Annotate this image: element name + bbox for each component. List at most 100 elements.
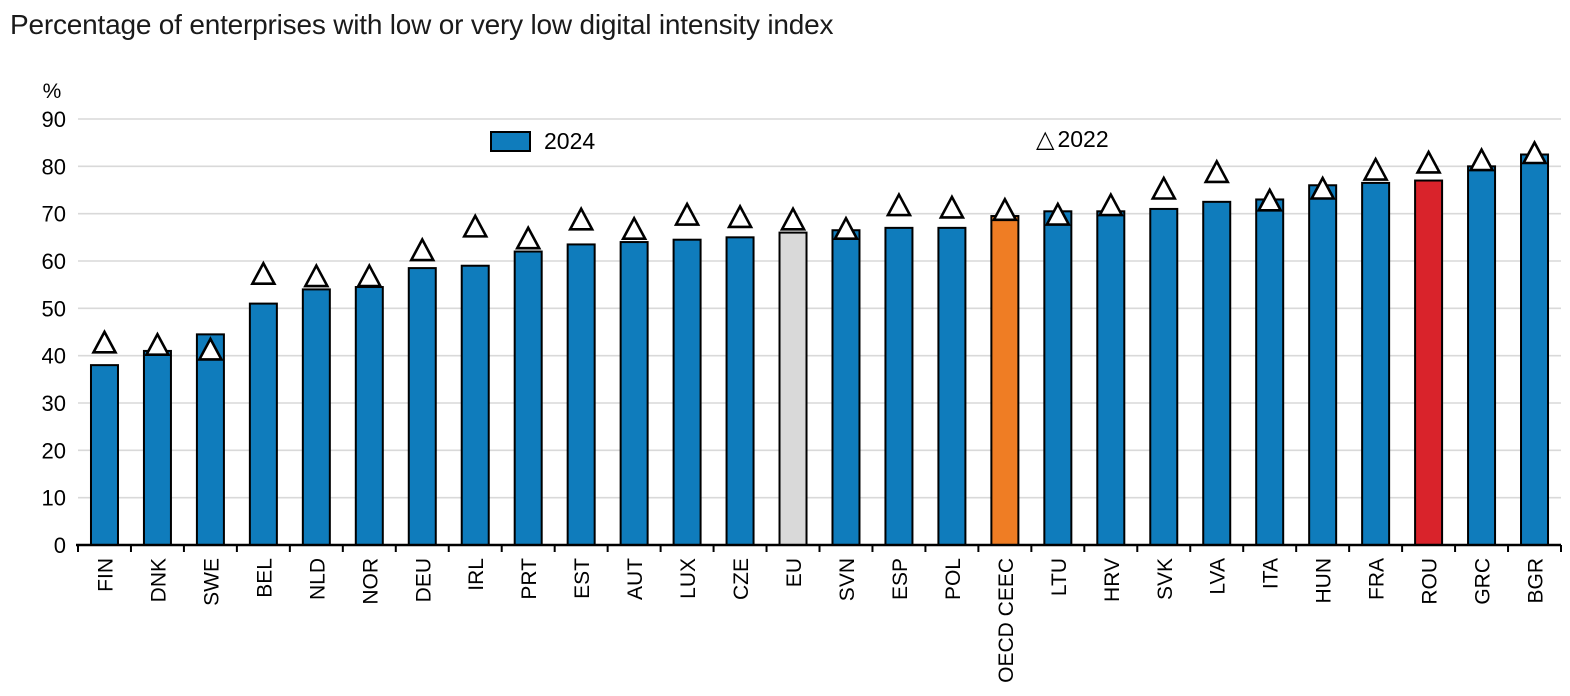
y-tick-label-70: 70	[42, 202, 66, 227]
marker-2022-CZE	[726, 203, 754, 229]
x-label-CZE: CZE	[730, 558, 753, 600]
bar-2024-BGR	[1520, 153, 1550, 546]
bar-2024-OECD CEEC	[990, 215, 1020, 547]
marker-2022-NLD	[303, 262, 330, 288]
marker-2022-POL	[938, 194, 966, 219]
marker-2022-LTU	[1044, 201, 1072, 226]
x-label-ROU: ROU	[1419, 558, 1442, 605]
x-label-DEU: DEU	[412, 558, 435, 602]
x-label-ITA: ITA	[1260, 558, 1283, 589]
bar-2024-LVA	[1202, 200, 1232, 546]
bar-2024-LUX	[672, 238, 702, 546]
y-tick-label-50: 50	[42, 296, 66, 321]
marker-2022-IRL	[462, 213, 489, 238]
x-label-LVA: LVA	[1207, 558, 1230, 595]
bar-2024-IRL	[460, 264, 490, 546]
bar-2024-NOR	[354, 286, 384, 546]
y-tick-label-20: 20	[42, 438, 66, 463]
x-label-ESP: ESP	[889, 558, 912, 600]
marker-2022-GRC	[1468, 146, 1495, 172]
x-label-GRC: GRC	[1472, 558, 1495, 605]
marker-2022-NOR	[356, 262, 383, 288]
legend-bar-swatch	[490, 131, 531, 152]
marker-2022-EST	[567, 206, 595, 231]
x-label-LTU: LTU	[1048, 558, 1071, 596]
y-tick-label-90: 90	[42, 107, 66, 132]
bar-2024-ITA	[1255, 198, 1285, 546]
x-label-SWE: SWE	[200, 558, 223, 606]
legend-bar-label: 2024	[544, 128, 596, 154]
x-label-OECD CEEC: OECD CEEC	[995, 558, 1018, 683]
bar-2024-GRC	[1467, 165, 1497, 546]
bar-2024-ROU	[1414, 179, 1444, 547]
legend-2024: 2024	[490, 128, 595, 155]
x-label-FRA: FRA	[1366, 558, 1389, 600]
x-label-DNK: DNK	[147, 558, 170, 602]
marker-2022-ESP	[885, 191, 913, 217]
bar-2024-SVK	[1149, 207, 1179, 547]
legend-triangle-icon: △	[1036, 125, 1055, 153]
bar-2024-SWE	[195, 333, 225, 546]
bar-2024-ESP	[884, 226, 914, 546]
bar-2024-LTU	[1043, 210, 1073, 547]
legend-2022: △ 2022	[1036, 126, 1109, 153]
marker-2022-DEU	[409, 236, 436, 262]
y-tick-label-30: 30	[42, 391, 66, 416]
marker-2022-SWE	[197, 336, 224, 361]
bar-2024-SVN	[831, 229, 861, 546]
chart-title: Percentage of enterprises with low or ve…	[10, 9, 834, 40]
bar-2024-EU	[778, 231, 808, 546]
marker-2022-HRV	[1097, 191, 1124, 217]
x-label-NLD: NLD	[306, 558, 329, 600]
marker-2022-ROU	[1415, 149, 1442, 174]
marker-2022-LVA	[1203, 158, 1230, 184]
x-label-HUN: HUN	[1313, 558, 1336, 604]
bar-2024-CZE	[725, 236, 755, 546]
bar-2024-HRV	[1096, 210, 1126, 547]
legend-marker-label: 2022	[1057, 126, 1109, 152]
x-label-SVK: SVK	[1154, 558, 1177, 600]
x-label-BGR: BGR	[1525, 558, 1548, 604]
y-tick-label-0: 0	[54, 533, 66, 558]
marker-2022-OECD CEEC	[991, 196, 1019, 222]
marker-2022-EU	[779, 206, 807, 231]
y-axis-unit-label: %	[43, 80, 62, 103]
x-label-NOR: NOR	[359, 558, 382, 605]
y-tick-label-80: 80	[42, 154, 66, 179]
x-label-EU: EU	[783, 558, 806, 587]
x-label-LUX: LUX	[677, 558, 700, 599]
y-tick-label-60: 60	[42, 249, 66, 274]
x-label-BEL: BEL	[253, 558, 276, 598]
marker-2022-BEL	[250, 260, 277, 286]
marker-2022-DNK	[144, 331, 171, 357]
marker-2022-FRA	[1362, 156, 1389, 181]
x-label-SVN: SVN	[836, 558, 859, 601]
marker-2022-PRT	[515, 224, 542, 250]
marker-2022-BGR	[1521, 139, 1548, 165]
marker-2022-HUN	[1309, 175, 1336, 200]
y-tick-label-10: 10	[42, 486, 66, 511]
x-label-POL: POL	[942, 558, 965, 600]
x-label-PRT: PRT	[518, 558, 541, 600]
bar-2024-FIN	[89, 364, 119, 546]
marker-2022-SVN	[832, 215, 860, 241]
marker-2022-SVK	[1150, 175, 1177, 200]
marker-2022-ITA	[1256, 187, 1283, 212]
bar-2024-HUN	[1308, 184, 1338, 546]
x-label-EST: EST	[571, 558, 594, 599]
bar-2024-DNK	[142, 349, 172, 546]
marker-2022-AUT	[620, 215, 648, 241]
bar-2024-EST	[566, 243, 596, 547]
bar-2024-POL	[937, 226, 967, 546]
x-label-AUT: AUT	[624, 558, 647, 600]
bar-2024-FRA	[1361, 181, 1391, 546]
x-label-FIN: FIN	[94, 558, 117, 592]
bar-2024-PRT	[513, 250, 543, 547]
x-label-IRL: IRL	[465, 558, 488, 591]
bar-2024-NLD	[301, 288, 331, 546]
x-label-HRV: HRV	[1101, 558, 1124, 602]
bar-2024-AUT	[619, 241, 649, 546]
marker-2022-LUX	[673, 201, 701, 226]
